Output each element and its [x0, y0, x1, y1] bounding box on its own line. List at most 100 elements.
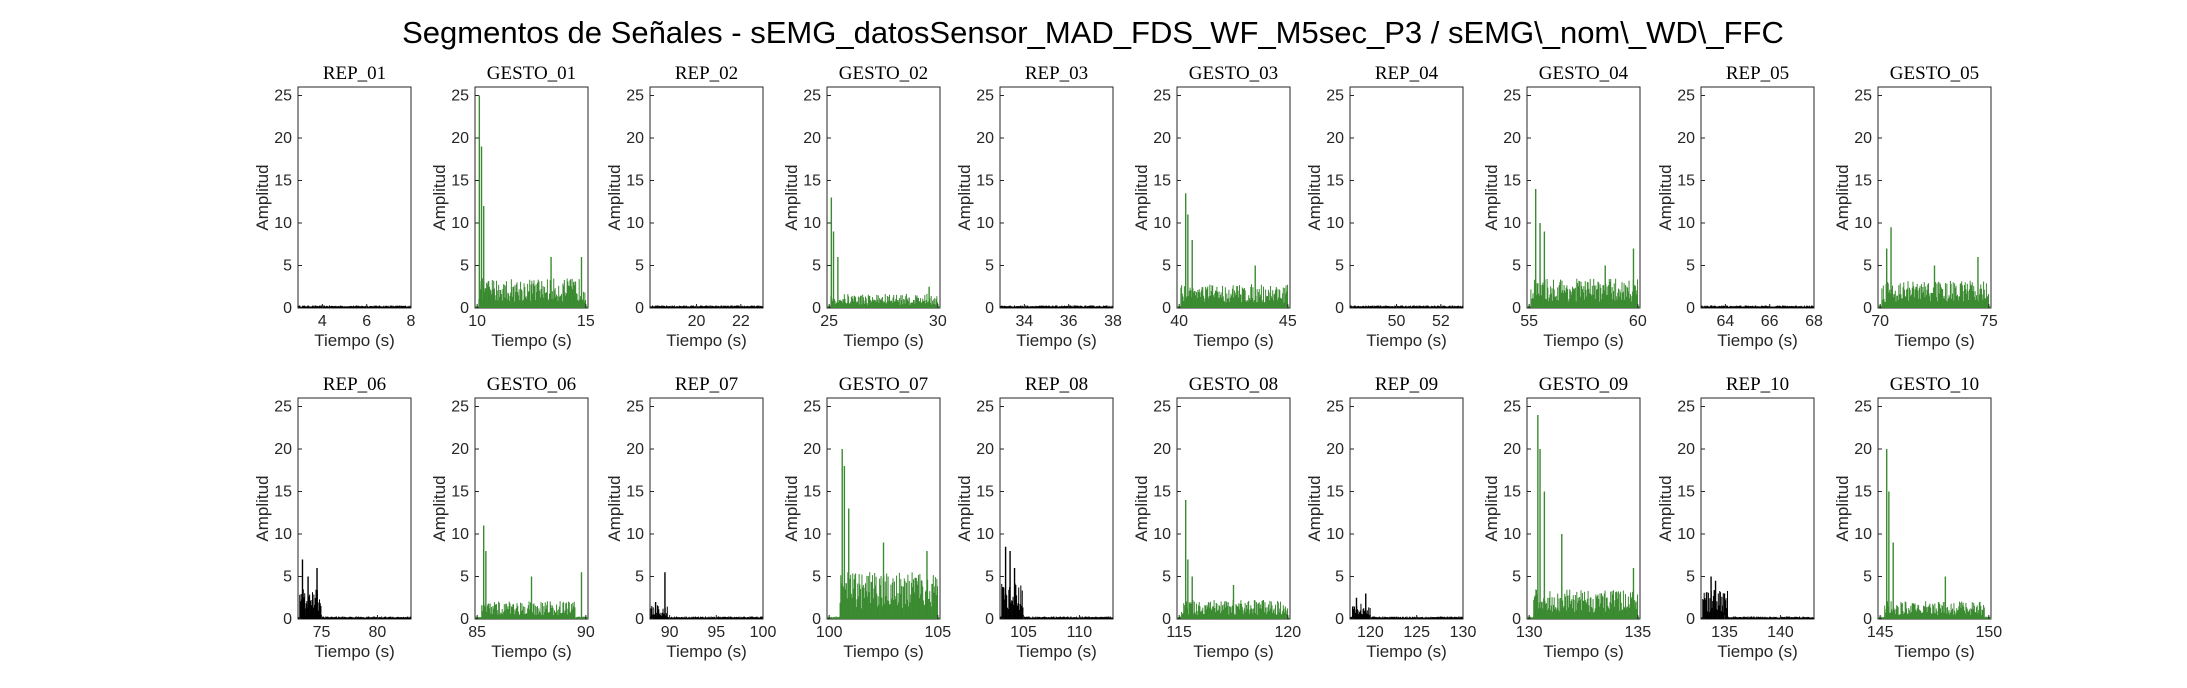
x-axis-label: Tiempo (s) — [1543, 331, 1624, 350]
y-tick-label: 0 — [985, 611, 994, 628]
subplot-rep_10: 0 5 10 15 20 25 135 140 REP_10 Tiempo (s) Amplitud — [1656, 374, 1815, 661]
y-tick-label: 5 — [1686, 258, 1695, 275]
subplot-gesto_02: 0 5 10 15 20 25 25 30 GESTO_02 Tiempo (s) Amplitud — [782, 63, 947, 350]
y-tick-label: 20 — [1677, 130, 1695, 147]
y-tick-label: 15 — [1503, 173, 1521, 190]
y-tick-label: 15 — [1153, 173, 1171, 190]
y-tick-label: 0 — [1863, 300, 1872, 317]
y-tick-label: 25 — [1677, 399, 1695, 416]
y-tick-label: 10 — [626, 215, 644, 232]
x-tick-label: 66 — [1761, 313, 1779, 330]
y-tick-label: 5 — [283, 258, 292, 275]
x-tick-label: 36 — [1060, 313, 1078, 330]
subplot-gesto_08: 0 5 10 15 20 25 115 120 GESTO_08 Tiempo (s) Amplit… — [1132, 374, 1301, 661]
signal-series — [1877, 449, 1992, 619]
subplot-title: GESTO_08 — [1189, 374, 1278, 395]
y-tick-label: 25 — [274, 88, 292, 105]
signal-series — [1349, 305, 1464, 308]
y-tick-label: 20 — [976, 441, 994, 458]
subplot-title: GESTO_05 — [1890, 63, 1979, 84]
y-axis-label: Amplitud — [430, 475, 449, 541]
signal-series — [474, 525, 589, 619]
y-tick-label: 10 — [1326, 215, 1344, 232]
x-axis-label: Tiempo (s) — [1366, 642, 1447, 661]
x-tick-label: 80 — [369, 624, 387, 641]
signal-series — [1700, 305, 1815, 308]
x-axis-label: Tiempo (s) — [1193, 642, 1274, 661]
x-tick-label: 25 — [820, 313, 838, 330]
y-tick-label: 20 — [626, 441, 644, 458]
x-tick-label: 110 — [1067, 624, 1093, 641]
y-axis-label: Amplitud — [1656, 475, 1675, 541]
y-axis-label: Amplitud — [1833, 164, 1852, 230]
y-axis-label: Amplitud — [955, 475, 974, 541]
x-tick-label: 38 — [1104, 313, 1122, 330]
x-axis-label: Tiempo (s) — [1016, 331, 1097, 350]
y-tick-label: 0 — [812, 300, 821, 317]
y-tick-label: 20 — [1854, 441, 1872, 458]
subplot-gesto_06: 0 5 10 15 20 25 85 90 GESTO_06 Tiempo (s) Amplitud — [430, 374, 595, 661]
subplot-gesto_05: 0 5 10 15 20 25 70 75 GESTO_05 Tiempo (s) Amplitud — [1833, 63, 1998, 350]
y-tick-label: 10 — [1153, 526, 1171, 543]
y-axis-label: Amplitud — [1482, 164, 1501, 230]
axes-box — [999, 86, 1114, 309]
axes-box — [999, 397, 1114, 620]
y-tick-label: 0 — [460, 611, 469, 628]
signal-series — [1526, 415, 1641, 619]
y-tick-label: 15 — [1854, 173, 1872, 190]
figure-title: Segmentos de Señales - sEMG_datosSensor_… — [402, 15, 1784, 50]
subplot-title: GESTO_07 — [839, 374, 928, 395]
y-tick-label: 10 — [1854, 215, 1872, 232]
y-tick-label: 5 — [283, 569, 292, 586]
x-tick-label: 100 — [816, 624, 843, 641]
signal-series — [1526, 189, 1641, 308]
x-tick-label: 145 — [1867, 624, 1894, 641]
x-tick-label: 120 — [1274, 624, 1301, 641]
axes-box — [297, 86, 412, 309]
subplot-gesto_10: 0 5 10 15 20 25 145 150 GESTO_10 Tiempo (s) Amplit… — [1833, 374, 2002, 661]
y-tick-label: 5 — [1863, 569, 1872, 586]
y-tick-label: 5 — [460, 258, 469, 275]
subplot-rep_01: 0 5 10 15 20 25 4 6 8 REP_01 Tiempo (s) Amplitud — [253, 63, 416, 350]
subplot-title: REP_03 — [1025, 63, 1088, 84]
x-axis-label: Tiempo (s) — [1366, 331, 1447, 350]
y-tick-label: 5 — [1162, 258, 1171, 275]
y-tick-label: 0 — [635, 300, 644, 317]
subplot-rep_08: 0 5 10 15 20 25 105 110 REP_08 Tiempo (s) Amplitud — [955, 374, 1114, 661]
y-tick-label: 0 — [1512, 300, 1521, 317]
signal-series — [649, 305, 764, 308]
x-tick-label: 34 — [1015, 313, 1033, 330]
x-tick-label: 135 — [1711, 624, 1738, 641]
y-tick-label: 10 — [803, 215, 821, 232]
x-tick-label: 40 — [1170, 313, 1188, 330]
y-tick-label: 20 — [451, 130, 469, 147]
y-tick-label: 5 — [1335, 258, 1344, 275]
subplot-title: GESTO_04 — [1539, 63, 1629, 84]
y-tick-label: 20 — [1677, 441, 1695, 458]
x-tick-label: 75 — [1980, 313, 1998, 330]
subplot-title: REP_09 — [1375, 374, 1438, 395]
y-tick-label: 10 — [1153, 215, 1171, 232]
y-tick-label: 20 — [803, 130, 821, 147]
y-tick-label: 0 — [1512, 611, 1521, 628]
y-tick-label: 25 — [451, 399, 469, 416]
x-tick-label: 115 — [1166, 624, 1192, 641]
y-tick-label: 25 — [1326, 399, 1344, 416]
subplot-rep_07: 0 5 10 15 20 25 90 95 100 REP_07 Tiempo (s) Amplitu… — [605, 374, 776, 661]
y-tick-label: 0 — [812, 611, 821, 628]
y-tick-label: 15 — [1326, 484, 1344, 501]
subplot-title: REP_01 — [323, 63, 386, 84]
x-axis-label: Tiempo (s) — [1717, 642, 1798, 661]
y-axis-label: Amplitud — [253, 475, 272, 541]
y-tick-label: 5 — [812, 258, 821, 275]
y-tick-label: 0 — [1686, 611, 1695, 628]
x-tick-label: 120 — [1357, 624, 1384, 641]
y-tick-label: 0 — [635, 611, 644, 628]
y-tick-label: 20 — [1503, 441, 1521, 458]
signal-series — [1700, 576, 1815, 619]
axes-box — [649, 397, 764, 620]
y-tick-label: 20 — [274, 130, 292, 147]
y-tick-label: 5 — [985, 258, 994, 275]
subplot-title: REP_10 — [1726, 374, 1789, 395]
